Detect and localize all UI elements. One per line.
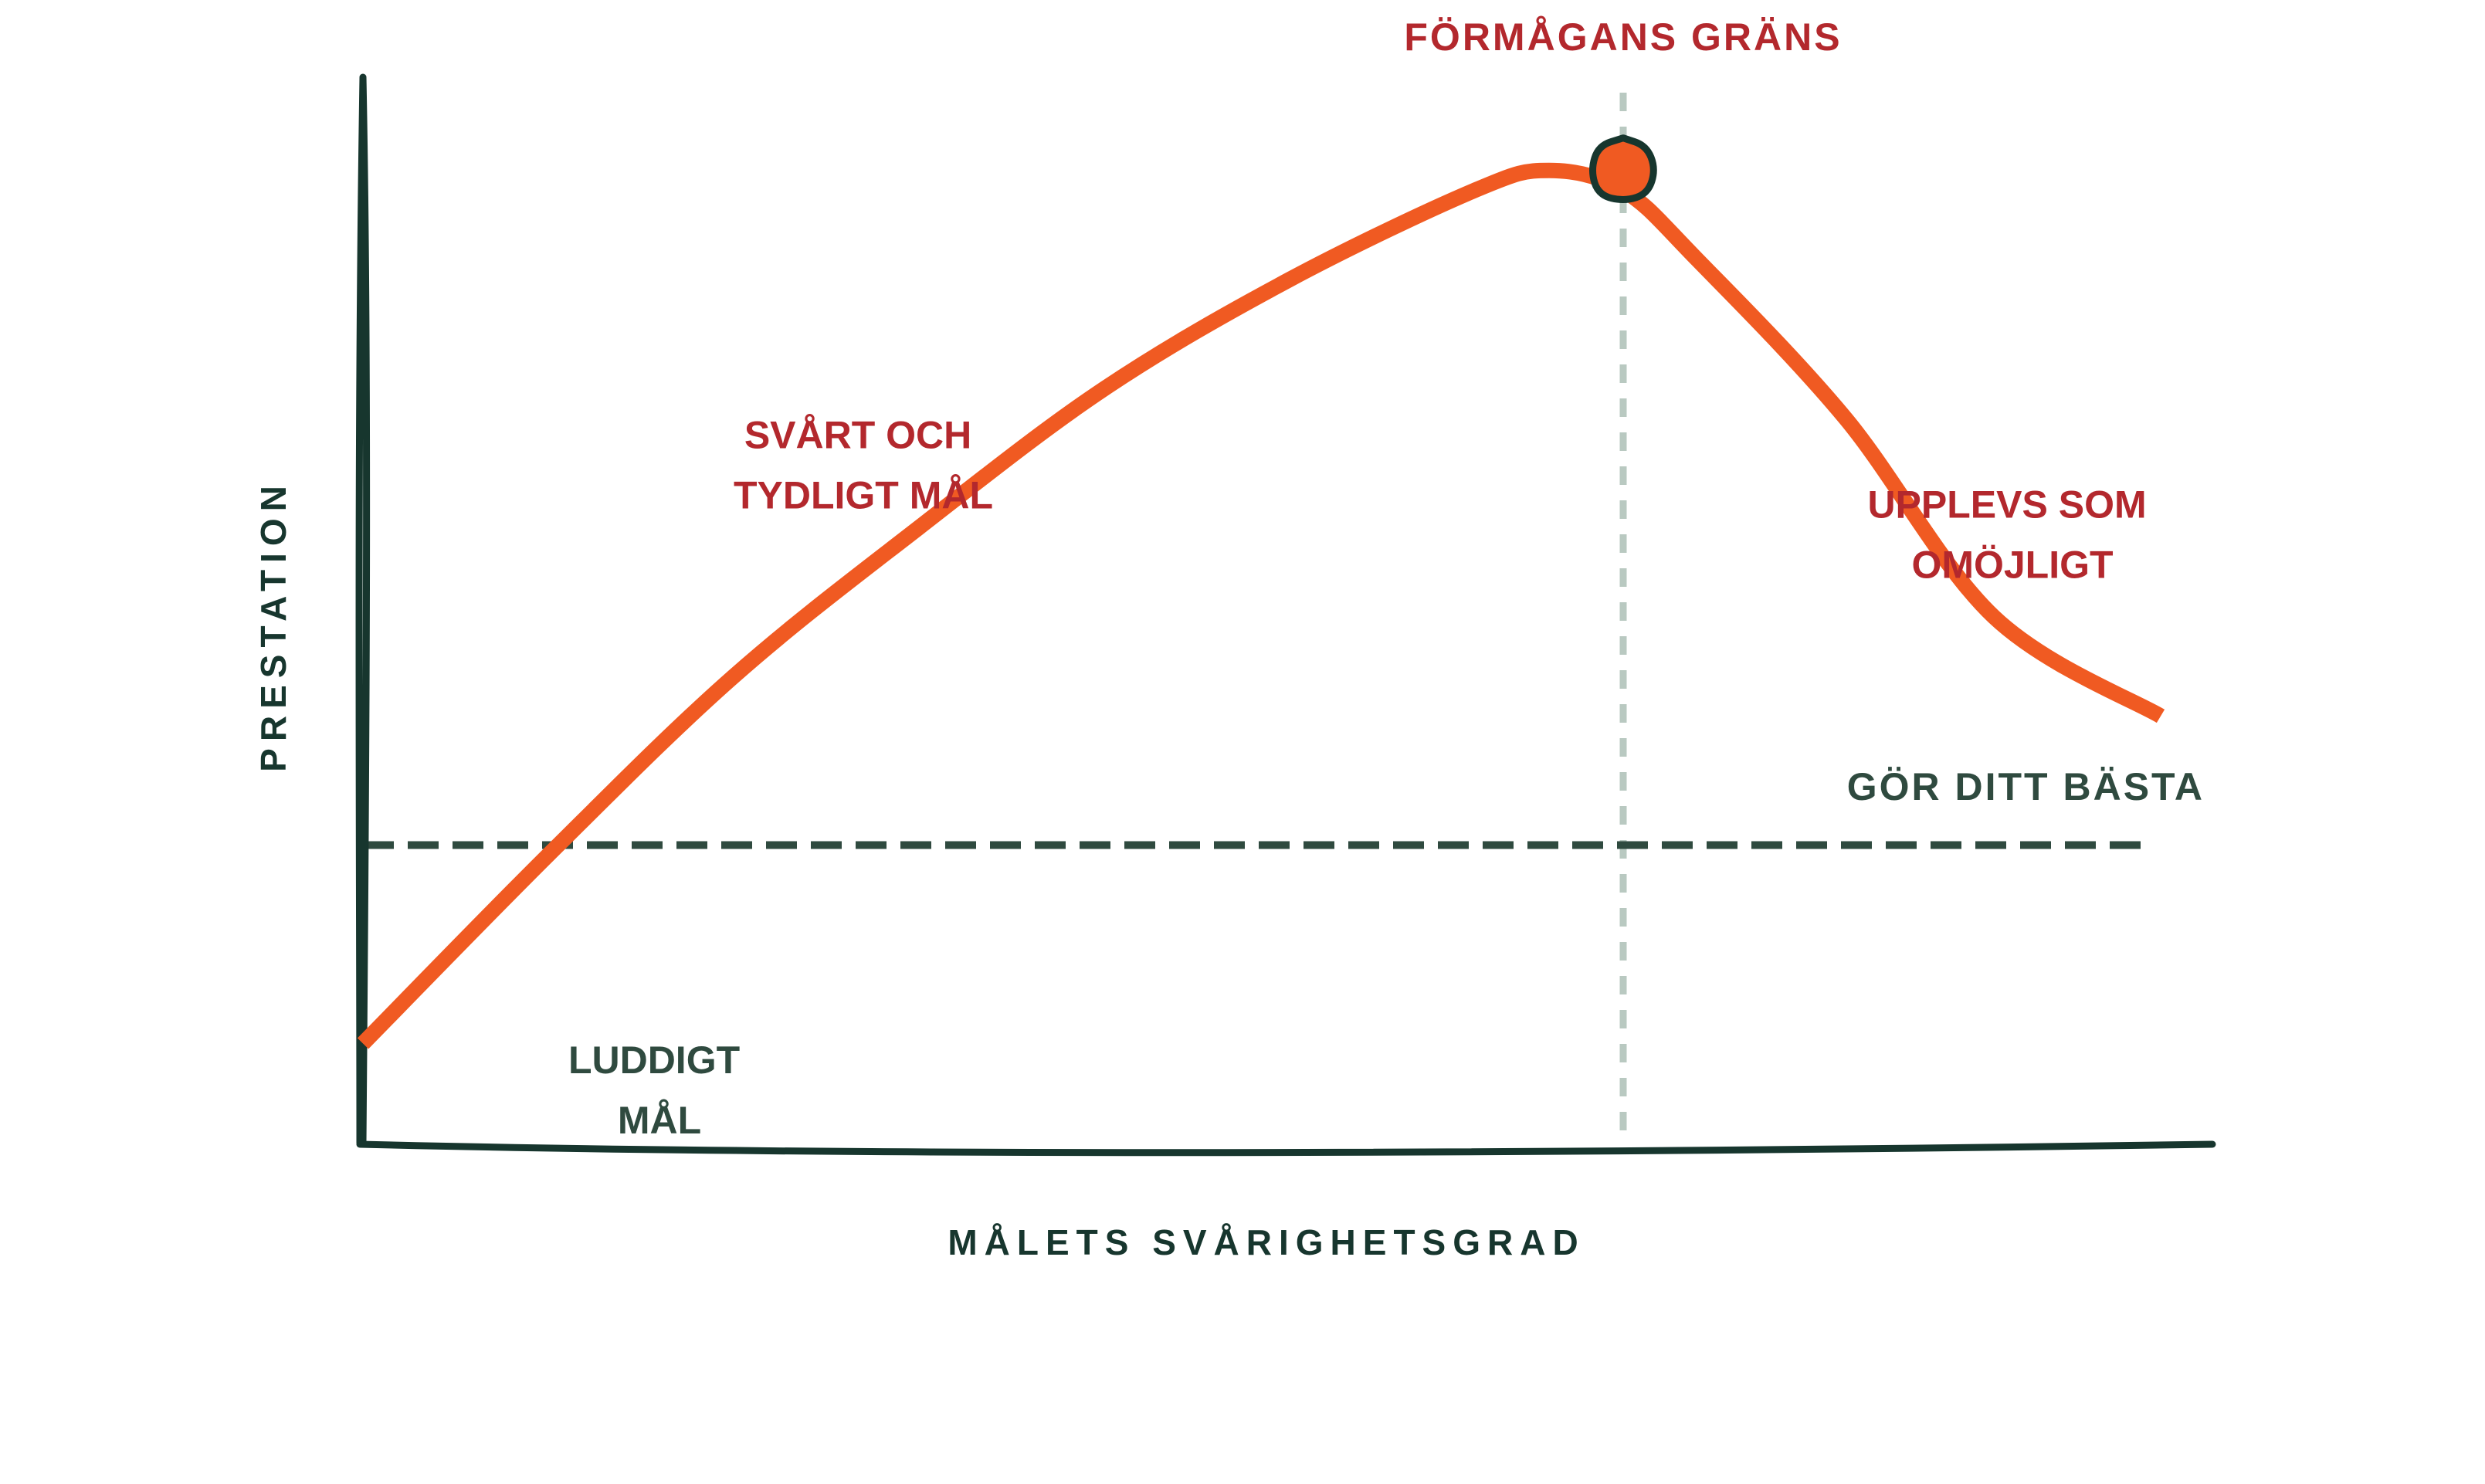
peak-marker	[1589, 134, 1657, 203]
y-axis-line	[355, 73, 371, 1147]
x-axis-label: MÅLETS SVÅRIGHETSGRAD	[948, 1222, 1585, 1262]
annotation-line: OMÖJLIGT	[1911, 543, 2113, 586]
annotation-line: TYDLIGT MÅL	[734, 474, 993, 517]
annotation-vague-goal: LUDDIGT MÅL	[568, 1038, 751, 1142]
annotation-line: SVÅRT OCH	[744, 414, 971, 457]
annotation-hard-clear-goal: SVÅRT OCH TYDLIGT MÅL	[734, 414, 993, 517]
do-your-best-label: GÖR DITT BÄSTA	[1847, 765, 2205, 808]
annotation-line: MÅL	[618, 1099, 701, 1142]
x-axis-line	[356, 1140, 2216, 1157]
ability-limit-label: FÖRMÅGANS GRÄNS	[1404, 15, 1842, 59]
annotation-line: UPPLEVS SOM	[1867, 483, 2146, 526]
annotation-line: LUDDIGT	[568, 1038, 740, 1082]
performance-curve	[357, 162, 2165, 1049]
annotation-perceived-impossible: UPPLEVS SOM OMÖJLIGT	[1867, 483, 2157, 586]
y-axis-label: PRESTATION	[253, 479, 293, 772]
